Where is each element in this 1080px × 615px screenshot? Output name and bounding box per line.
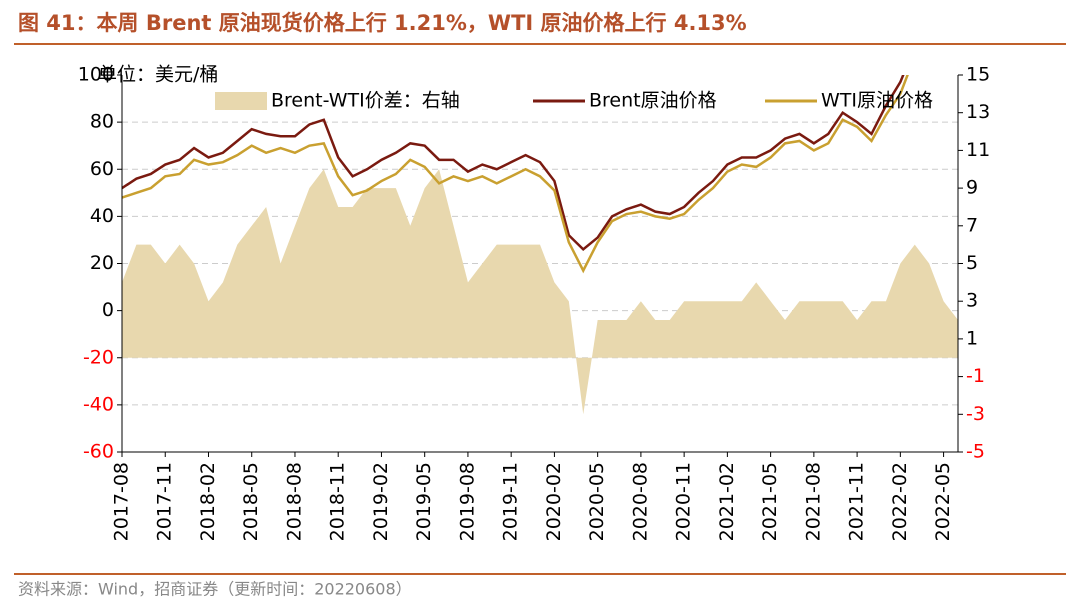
y2-tick-label: 11 (966, 139, 990, 161)
x-tick-label: 2019-08 (456, 462, 478, 541)
y2-tick-label: -1 (966, 365, 985, 387)
y-tick-label: 80 (90, 111, 114, 133)
price-line (122, 75, 909, 274)
y2-tick-label: 3 (966, 290, 978, 312)
y-tick-label: 100 (78, 64, 114, 86)
x-tick-label: 2017-08 (111, 462, 133, 541)
legend-label: Brent-WTI价差：右轴 (271, 90, 460, 112)
x-tick-label: 2017-11 (154, 462, 176, 541)
x-tick-label: 2021-11 (846, 462, 868, 541)
y-tick-label: -20 (83, 346, 114, 368)
plot-area (122, 75, 958, 415)
y-tick-label: 60 (90, 158, 114, 180)
y2-tick-label: 5 (966, 252, 978, 274)
y2-tick-label: 15 (966, 64, 990, 86)
x-tick-label: 2022-05 (932, 462, 954, 541)
y-tick-label: -60 (83, 441, 114, 463)
x-tick-label: 2018-02 (197, 462, 219, 541)
x-tick-label: 2018-11 (327, 462, 349, 541)
y-tick-label: -40 (83, 393, 114, 415)
x-tick-label: 2021-02 (716, 462, 738, 541)
x-tick-label: 2022-02 (889, 462, 911, 541)
y2-tick-label: -5 (966, 441, 985, 463)
x-tick-label: 2020-05 (586, 462, 608, 541)
x-tick-label: 2020-08 (629, 462, 651, 541)
x-tick-label: 2021-08 (802, 462, 824, 541)
y2-tick-label: 7 (966, 214, 978, 236)
spread-area (122, 169, 958, 415)
y-tick-label: 20 (90, 252, 114, 274)
y2-tick-label: -3 (966, 403, 985, 425)
x-tick-label: 2019-11 (500, 462, 522, 541)
x-tick-label: 2019-05 (413, 462, 435, 541)
y2-tick-label: 1 (966, 327, 978, 349)
y-tick-label: 40 (90, 205, 114, 227)
x-tick-label: 2020-11 (673, 462, 695, 541)
x-tick-label: 2020-02 (543, 462, 565, 541)
legend-swatch (215, 92, 267, 110)
x-tick-label: 2019-02 (370, 462, 392, 541)
y-unit-label: 单位：美元/桶 (98, 64, 218, 86)
x-tick-label: 2021-05 (759, 462, 781, 541)
legend-label: Brent原油价格 (589, 90, 717, 112)
source: 资料来源：Wind，招商证券（更新时间：20220608） (18, 580, 412, 599)
chart-title: 图 41：本周 Brent 原油现货价格上行 1.21%，WTI 原油价格上行 … (18, 11, 747, 35)
x-tick-label: 2018-05 (240, 462, 262, 541)
x-tick-label: 2018-08 (283, 462, 305, 541)
legend-label: WTI原油价格 (821, 90, 933, 112)
y2-tick-label: 13 (966, 101, 990, 123)
y-tick-label: 0 (102, 299, 114, 321)
y2-tick-label: 9 (966, 177, 978, 199)
price-line (122, 75, 905, 252)
